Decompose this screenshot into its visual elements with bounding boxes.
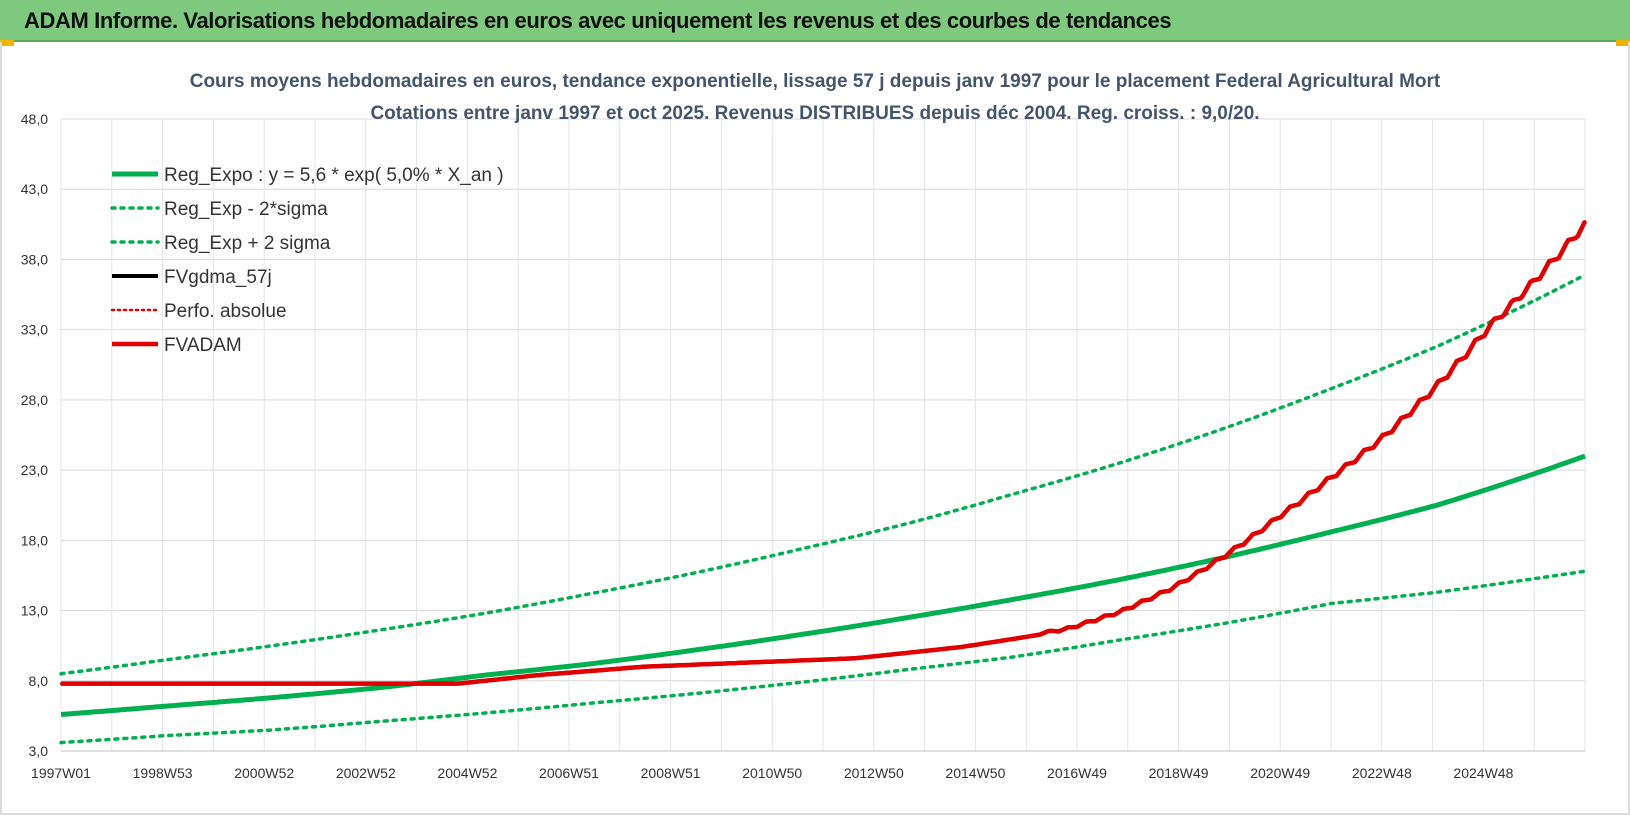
legend-label: FVgdma_57j [164,267,272,288]
y-tick-label: 38,0 [21,251,48,267]
legend: Reg_Expo : y = 5,6 * exp( 5,0% * X_an ) R… [110,165,504,356]
y-tick-label: 18,0 [21,532,48,548]
legend-label: Reg_Expo : y = 5,6 * exp( 5,0% * X_an ) [164,165,504,186]
corner-marker-right [1616,40,1630,46]
y-axis: 3,0 8,0 13,0 18,0 23,0 28,0 33,0 38,0 43,0 48,0 [21,111,48,759]
x-tick-label: 2016W49 [1047,765,1107,781]
y-tick-label: 48,0 [21,111,48,127]
x-tick-label: 2020W49 [1250,765,1310,781]
y-tick-label: 13,0 [21,603,48,619]
legend-label: Reg_Exp - 2*sigma [164,199,328,220]
x-axis: 1997W01 1998W53 2000W52 2002W52 2004W52 2006W… [31,765,1514,781]
y-tick-label: 3,0 [29,743,49,759]
chart-title: Cours moyens hebdomadaires en euros, ten… [190,71,1441,92]
y-tick-label: 8,0 [29,673,49,689]
x-tick-label: 2000W52 [234,765,294,781]
x-tick-label: 2006W51 [539,765,599,781]
y-tick-label: 28,0 [21,392,48,408]
x-tick-label: 2014W50 [945,765,1005,781]
header-bar: ADAM Informe. Valorisations hebdomadaire… [0,0,1630,42]
series-line-2 [59,273,1587,676]
y-tick-label: 33,0 [21,322,48,338]
series-line-1 [59,569,1587,745]
x-tick-label: 2004W52 [437,765,497,781]
x-tick-label: 1998W53 [133,765,193,781]
x-tick-label: 1997W01 [31,765,91,781]
chart-frame [0,42,1630,815]
corner-marker-left [0,40,14,46]
legend-label: Perfo. absolue [164,301,287,322]
series-line-0 [60,453,1586,717]
x-tick-label: 2010W50 [742,765,802,781]
page-title: ADAM Informe. Valorisations hebdomadaire… [24,8,1172,33]
x-tick-label: 2024W48 [1453,765,1513,781]
legend-label: FVADAM [164,335,242,356]
x-tick-label: 2002W52 [336,765,396,781]
x-tick-label: 2012W50 [844,765,904,781]
series-group [59,220,1588,745]
x-tick-label: 2008W51 [641,765,701,781]
chart-grid [60,118,1586,752]
y-tick-label: 43,0 [21,181,48,197]
x-tick-label: 2018W49 [1149,765,1209,781]
series-line-5 [61,220,1588,686]
x-tick-label: 2022W48 [1352,765,1412,781]
chart-subtitle: Cotations entre janv 1997 et oct 2025. R… [370,103,1259,124]
y-tick-label: 23,0 [21,462,48,478]
legend-label: Reg_Exp + 2 sigma [164,233,331,254]
